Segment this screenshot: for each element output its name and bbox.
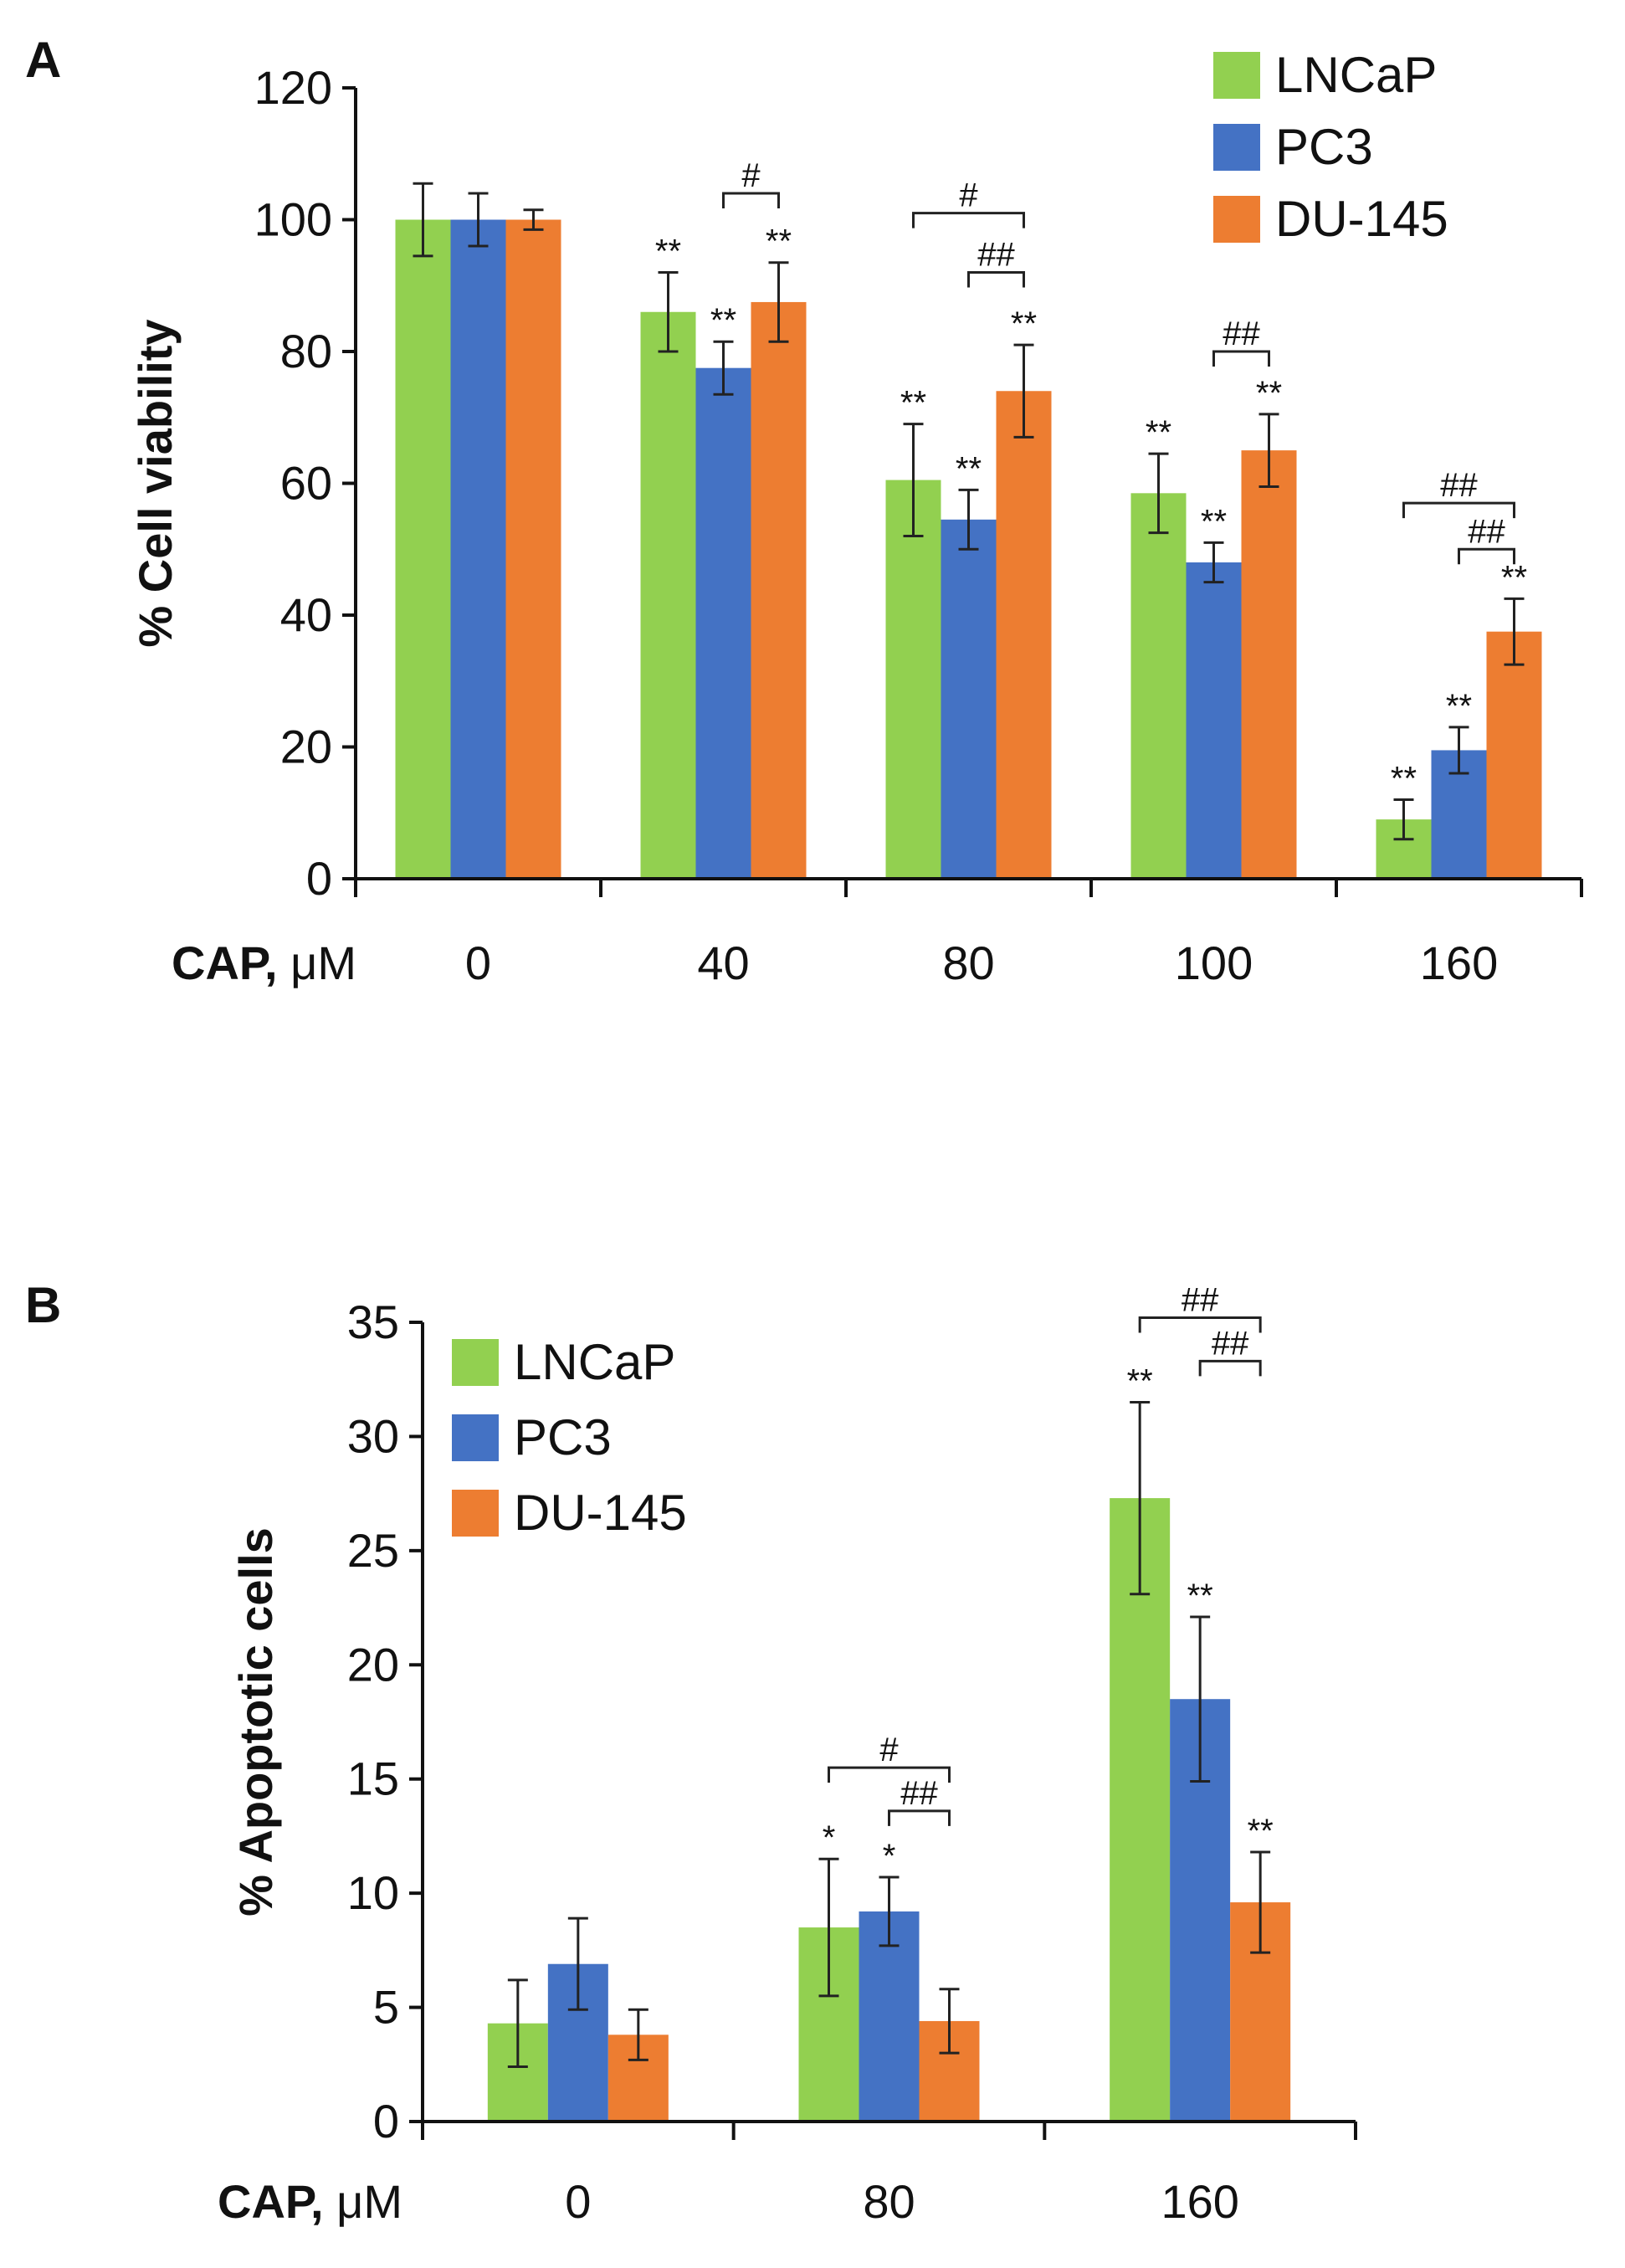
- legend-label-lncap: LNCaP: [1275, 47, 1437, 103]
- chart-cell-viability: ************************##########020406…: [129, 47, 1583, 989]
- comparison-label: ##: [900, 1775, 938, 1812]
- comparison-label: ##: [1468, 513, 1505, 550]
- significance-mark: **: [1256, 375, 1282, 412]
- significance-mark: **: [1501, 559, 1527, 596]
- significance-mark: **: [1187, 1578, 1213, 1614]
- x-axis-label: CAP, μM: [172, 936, 356, 989]
- bar-lncap-40: [640, 311, 696, 879]
- y-tick-label: 25: [347, 1524, 399, 1577]
- y-tick-label: 10: [347, 1866, 399, 1919]
- significance-mark: **: [1391, 761, 1417, 798]
- panel-letter-b: B: [25, 1277, 61, 1333]
- significance-mark: **: [956, 450, 982, 487]
- y-axis-title: % Cell viability: [129, 319, 182, 647]
- y-tick-label: 120: [254, 61, 332, 114]
- x-tick-label-80: 80: [942, 936, 994, 989]
- bar-pc3-100: [1186, 562, 1242, 879]
- comparison-label: #: [879, 1732, 899, 1768]
- legend-swatch-lncap: [452, 1339, 499, 1386]
- legend-label-lncap: LNCaP: [514, 1334, 675, 1390]
- significance-mark: **: [1446, 688, 1472, 725]
- bar-du-145-160: [1486, 631, 1542, 879]
- comparison-bracket: [1198, 1359, 1262, 1377]
- y-tick-label: 35: [347, 1296, 399, 1348]
- x-tick-label-40: 40: [697, 936, 749, 989]
- x-axis-label: CAP, μM: [218, 2175, 402, 2228]
- legend-swatch-du-145: [1213, 196, 1260, 243]
- bar-lncap-0: [395, 219, 451, 879]
- significance-mark: **: [1011, 305, 1037, 342]
- comparison-bracket: [1212, 350, 1270, 367]
- significance-mark: **: [655, 233, 681, 270]
- bar-lncap-100: [1130, 493, 1187, 879]
- comparison-bracket: [1402, 501, 1515, 519]
- comparison-label: ##: [1182, 1282, 1219, 1319]
- x-axis-label-unit: μM: [324, 2175, 402, 2228]
- significance-mark: **: [1201, 503, 1227, 540]
- significance-mark: **: [1146, 414, 1171, 451]
- significance-mark: **: [900, 385, 926, 422]
- y-tick-label: 100: [254, 193, 332, 246]
- y-tick-label: 20: [347, 1638, 399, 1691]
- x-tick-label-80: 80: [863, 2175, 915, 2228]
- x-axis-label-unit: μM: [278, 936, 356, 989]
- x-tick-label-160: 160: [1161, 2175, 1238, 2228]
- bar-du-145-80: [996, 391, 1052, 879]
- comparison-label: ##: [1223, 316, 1260, 352]
- comparison-label: ##: [1440, 467, 1478, 504]
- comparison-label: ##: [1212, 1325, 1249, 1362]
- x-tick-label-0: 0: [465, 936, 491, 989]
- y-tick-label: 15: [347, 1752, 399, 1805]
- legend-label-du-145: DU-145: [514, 1485, 687, 1541]
- panel-letter-a: A: [25, 32, 61, 88]
- legend-swatch-pc3: [1213, 124, 1260, 171]
- y-tick-label: 0: [306, 852, 332, 905]
- legend-label-du-145: DU-145: [1275, 191, 1448, 247]
- significance-mark: **: [766, 223, 792, 260]
- bar-lncap-160: [1110, 1498, 1171, 2122]
- legend-swatch-du-145: [452, 1490, 499, 1537]
- y-tick-label: 30: [347, 1409, 399, 1462]
- comparison-bracket: [722, 192, 780, 208]
- significance-mark: *: [883, 1838, 896, 1875]
- comparison-bracket: [888, 1809, 951, 1826]
- bar-pc3-0: [450, 219, 506, 879]
- y-axis-title: % Apoptotic cells: [229, 1527, 282, 1917]
- x-tick-label-100: 100: [1175, 936, 1253, 989]
- comparison-bracket: [828, 1766, 951, 1783]
- comparison-label: #: [959, 177, 978, 214]
- significance-mark: **: [1127, 1363, 1153, 1400]
- x-tick-label-0: 0: [565, 2175, 591, 2228]
- comparison-bracket: [1138, 1316, 1262, 1333]
- bar-pc3-40: [695, 367, 751, 879]
- bar-du-145-100: [1241, 450, 1297, 879]
- y-tick-label: 5: [373, 1981, 399, 2034]
- comparison-label: #: [741, 157, 761, 194]
- significance-mark: **: [1248, 1813, 1274, 1850]
- y-tick-label: 80: [280, 325, 332, 377]
- x-tick-label-160: 160: [1420, 936, 1498, 989]
- y-tick-label: 40: [280, 588, 332, 641]
- y-tick-label: 0: [373, 2095, 399, 2147]
- comparison-label: ##: [977, 237, 1015, 274]
- bar-lncap-80: [885, 480, 941, 879]
- comparison-bracket: [967, 271, 1025, 288]
- bar-pc3-80: [941, 519, 997, 879]
- bar-du-145-0: [505, 219, 561, 879]
- comparison-bracket: [912, 212, 1025, 228]
- legend-label-pc3: PC3: [514, 1409, 612, 1465]
- legend-label-pc3: PC3: [1275, 119, 1373, 175]
- x-axis-label-bold: CAP,: [218, 2175, 324, 2228]
- comparison-bracket: [1458, 547, 1515, 565]
- legend-swatch-lncap: [1213, 52, 1260, 99]
- y-tick-label: 20: [280, 721, 332, 773]
- legend-swatch-pc3: [452, 1414, 499, 1461]
- x-axis-label-bold: CAP,: [172, 936, 278, 989]
- significance-mark: *: [823, 1819, 836, 1856]
- y-tick-label: 60: [280, 457, 332, 510]
- significance-mark: **: [710, 302, 736, 339]
- bar-du-145-40: [751, 301, 807, 879]
